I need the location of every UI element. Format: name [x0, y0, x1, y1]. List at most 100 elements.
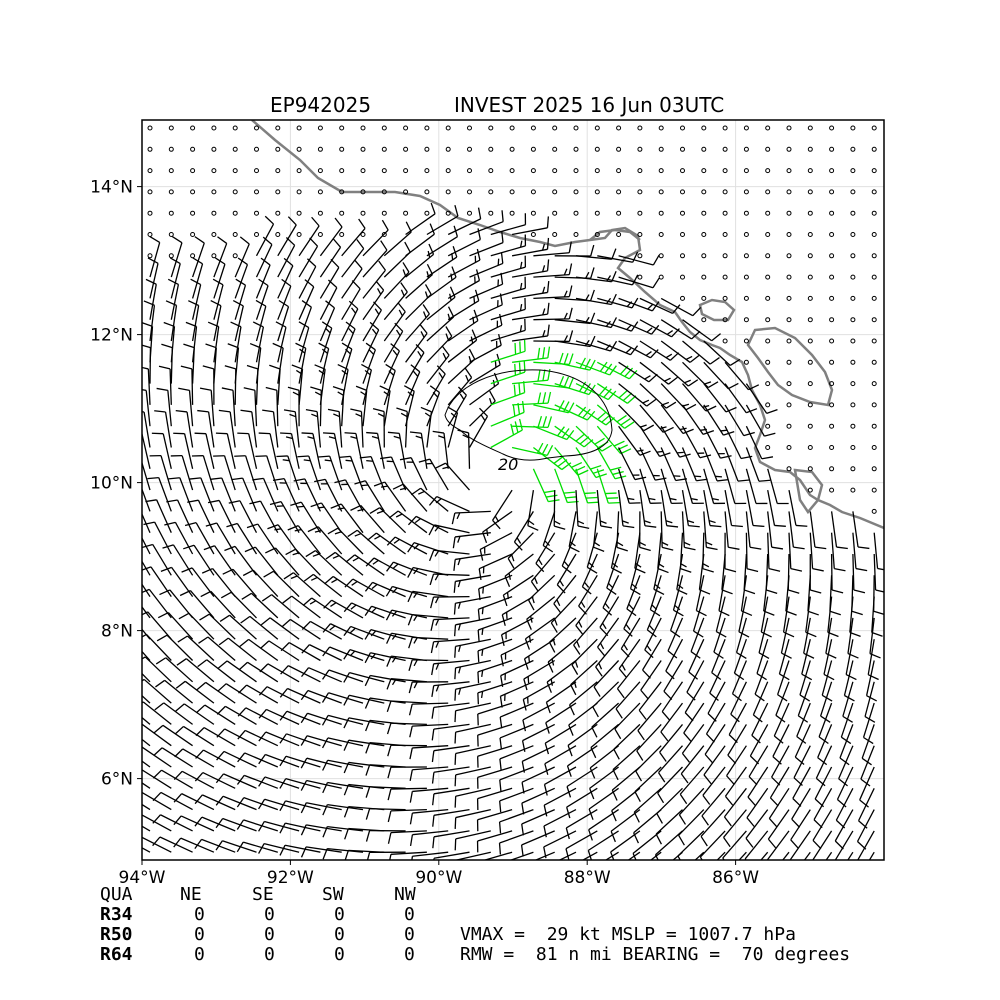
wind-barb [305, 550, 343, 576]
wind-barb [207, 321, 220, 363]
wind-barb [602, 575, 620, 616]
wind-barb [180, 365, 194, 405]
calm-marker [339, 125, 345, 131]
wind-barb [191, 257, 204, 299]
wind-barb [618, 276, 660, 289]
calm-marker [637, 168, 643, 174]
wind-barb [258, 842, 300, 854]
wind-barb [682, 361, 719, 389]
wind-barb [238, 684, 279, 704]
wind-barb [205, 343, 217, 384]
wind-barb [305, 409, 322, 448]
wind-barb [142, 694, 151, 704]
wind-barb [222, 568, 257, 598]
wind-barb [595, 638, 620, 677]
wind-barb [581, 851, 598, 860]
wind-barb [426, 286, 456, 321]
wind-barb [213, 455, 236, 491]
wind-barb [207, 499, 236, 533]
calm-marker [765, 338, 771, 344]
wind-barb [175, 680, 215, 704]
wind-barb [658, 745, 683, 783]
wind-barb [199, 613, 236, 640]
wind-barb [303, 573, 343, 598]
calm-marker [743, 253, 749, 259]
calm-marker [829, 359, 835, 365]
calm-marker [573, 210, 579, 216]
wind-barb [703, 489, 722, 528]
calm-marker [296, 232, 302, 237]
wind-barb [240, 409, 258, 448]
wind-barb [847, 851, 854, 860]
wind-barb [407, 515, 449, 534]
wind-barb [147, 257, 159, 299]
wind-barb [281, 618, 321, 640]
wind-barb [590, 723, 620, 759]
wind-barb [479, 532, 513, 561]
wind-barb [597, 340, 639, 356]
calm-marker [211, 189, 217, 195]
calm-marker [765, 423, 771, 429]
wind-barb [183, 544, 215, 576]
calm-marker [275, 210, 281, 216]
wind-barb [521, 766, 555, 794]
y-tick-label: 8°N [101, 622, 133, 642]
calm-marker [275, 125, 281, 131]
wind-barb [350, 504, 385, 534]
wind-barb [162, 544, 194, 576]
wind-barb [639, 490, 657, 528]
wind-barb [469, 390, 496, 427]
calm-marker [850, 295, 856, 301]
x-tick-label: 88°W [564, 868, 611, 888]
wind-barb [845, 639, 857, 681]
wind-barb [639, 340, 680, 361]
wind-barb [142, 633, 172, 661]
wind-barb [142, 678, 172, 704]
wind-barb [194, 432, 215, 469]
calm-marker [850, 253, 856, 259]
wind-barb [386, 722, 427, 735]
wind-barb [453, 574, 491, 593]
wind-barb [447, 207, 482, 236]
table-header-ne: NE [180, 884, 202, 905]
calm-marker [424, 125, 430, 131]
calm-marker [871, 487, 877, 493]
wind-barb [748, 745, 769, 786]
wind-barb [454, 766, 491, 787]
calm-marker [616, 125, 622, 131]
calm-marker [232, 210, 238, 216]
wind-barb [766, 830, 790, 860]
wind-barb [405, 284, 432, 321]
wind-barb [142, 512, 151, 533]
wind-barb-strong [575, 425, 613, 452]
wind-barb [680, 745, 705, 784]
wind-barb [362, 301, 382, 342]
calm-marker [765, 125, 771, 131]
calm-marker [743, 146, 749, 152]
wind-barb [447, 406, 459, 448]
wind-barb [453, 553, 491, 571]
calm-marker [786, 317, 792, 323]
wind-barb [220, 591, 257, 619]
wind-barb [660, 468, 683, 505]
wind-barb [386, 678, 427, 690]
wind-barb [477, 659, 513, 684]
wind-barb [610, 532, 622, 574]
wind-barb [788, 489, 808, 527]
calm-marker [786, 295, 792, 301]
wind-barb [561, 532, 577, 574]
calm-marker [807, 487, 813, 493]
wind-barb [452, 532, 491, 549]
wind-barb [364, 581, 406, 598]
calm-marker [871, 381, 877, 387]
calm-marker [743, 295, 749, 301]
wind-barb [521, 787, 555, 815]
wind-barb [188, 300, 200, 342]
calm-marker [147, 210, 153, 216]
calm-marker [317, 168, 323, 174]
wind-radii-table: QUA NE SE SW NW R34 0 0 0 0 R50 0 0 0 0 … [100, 884, 416, 965]
wind-barb [343, 761, 385, 774]
wind-barb [355, 385, 368, 427]
wind-barb [812, 809, 833, 850]
wind-barb-strong [512, 346, 551, 363]
